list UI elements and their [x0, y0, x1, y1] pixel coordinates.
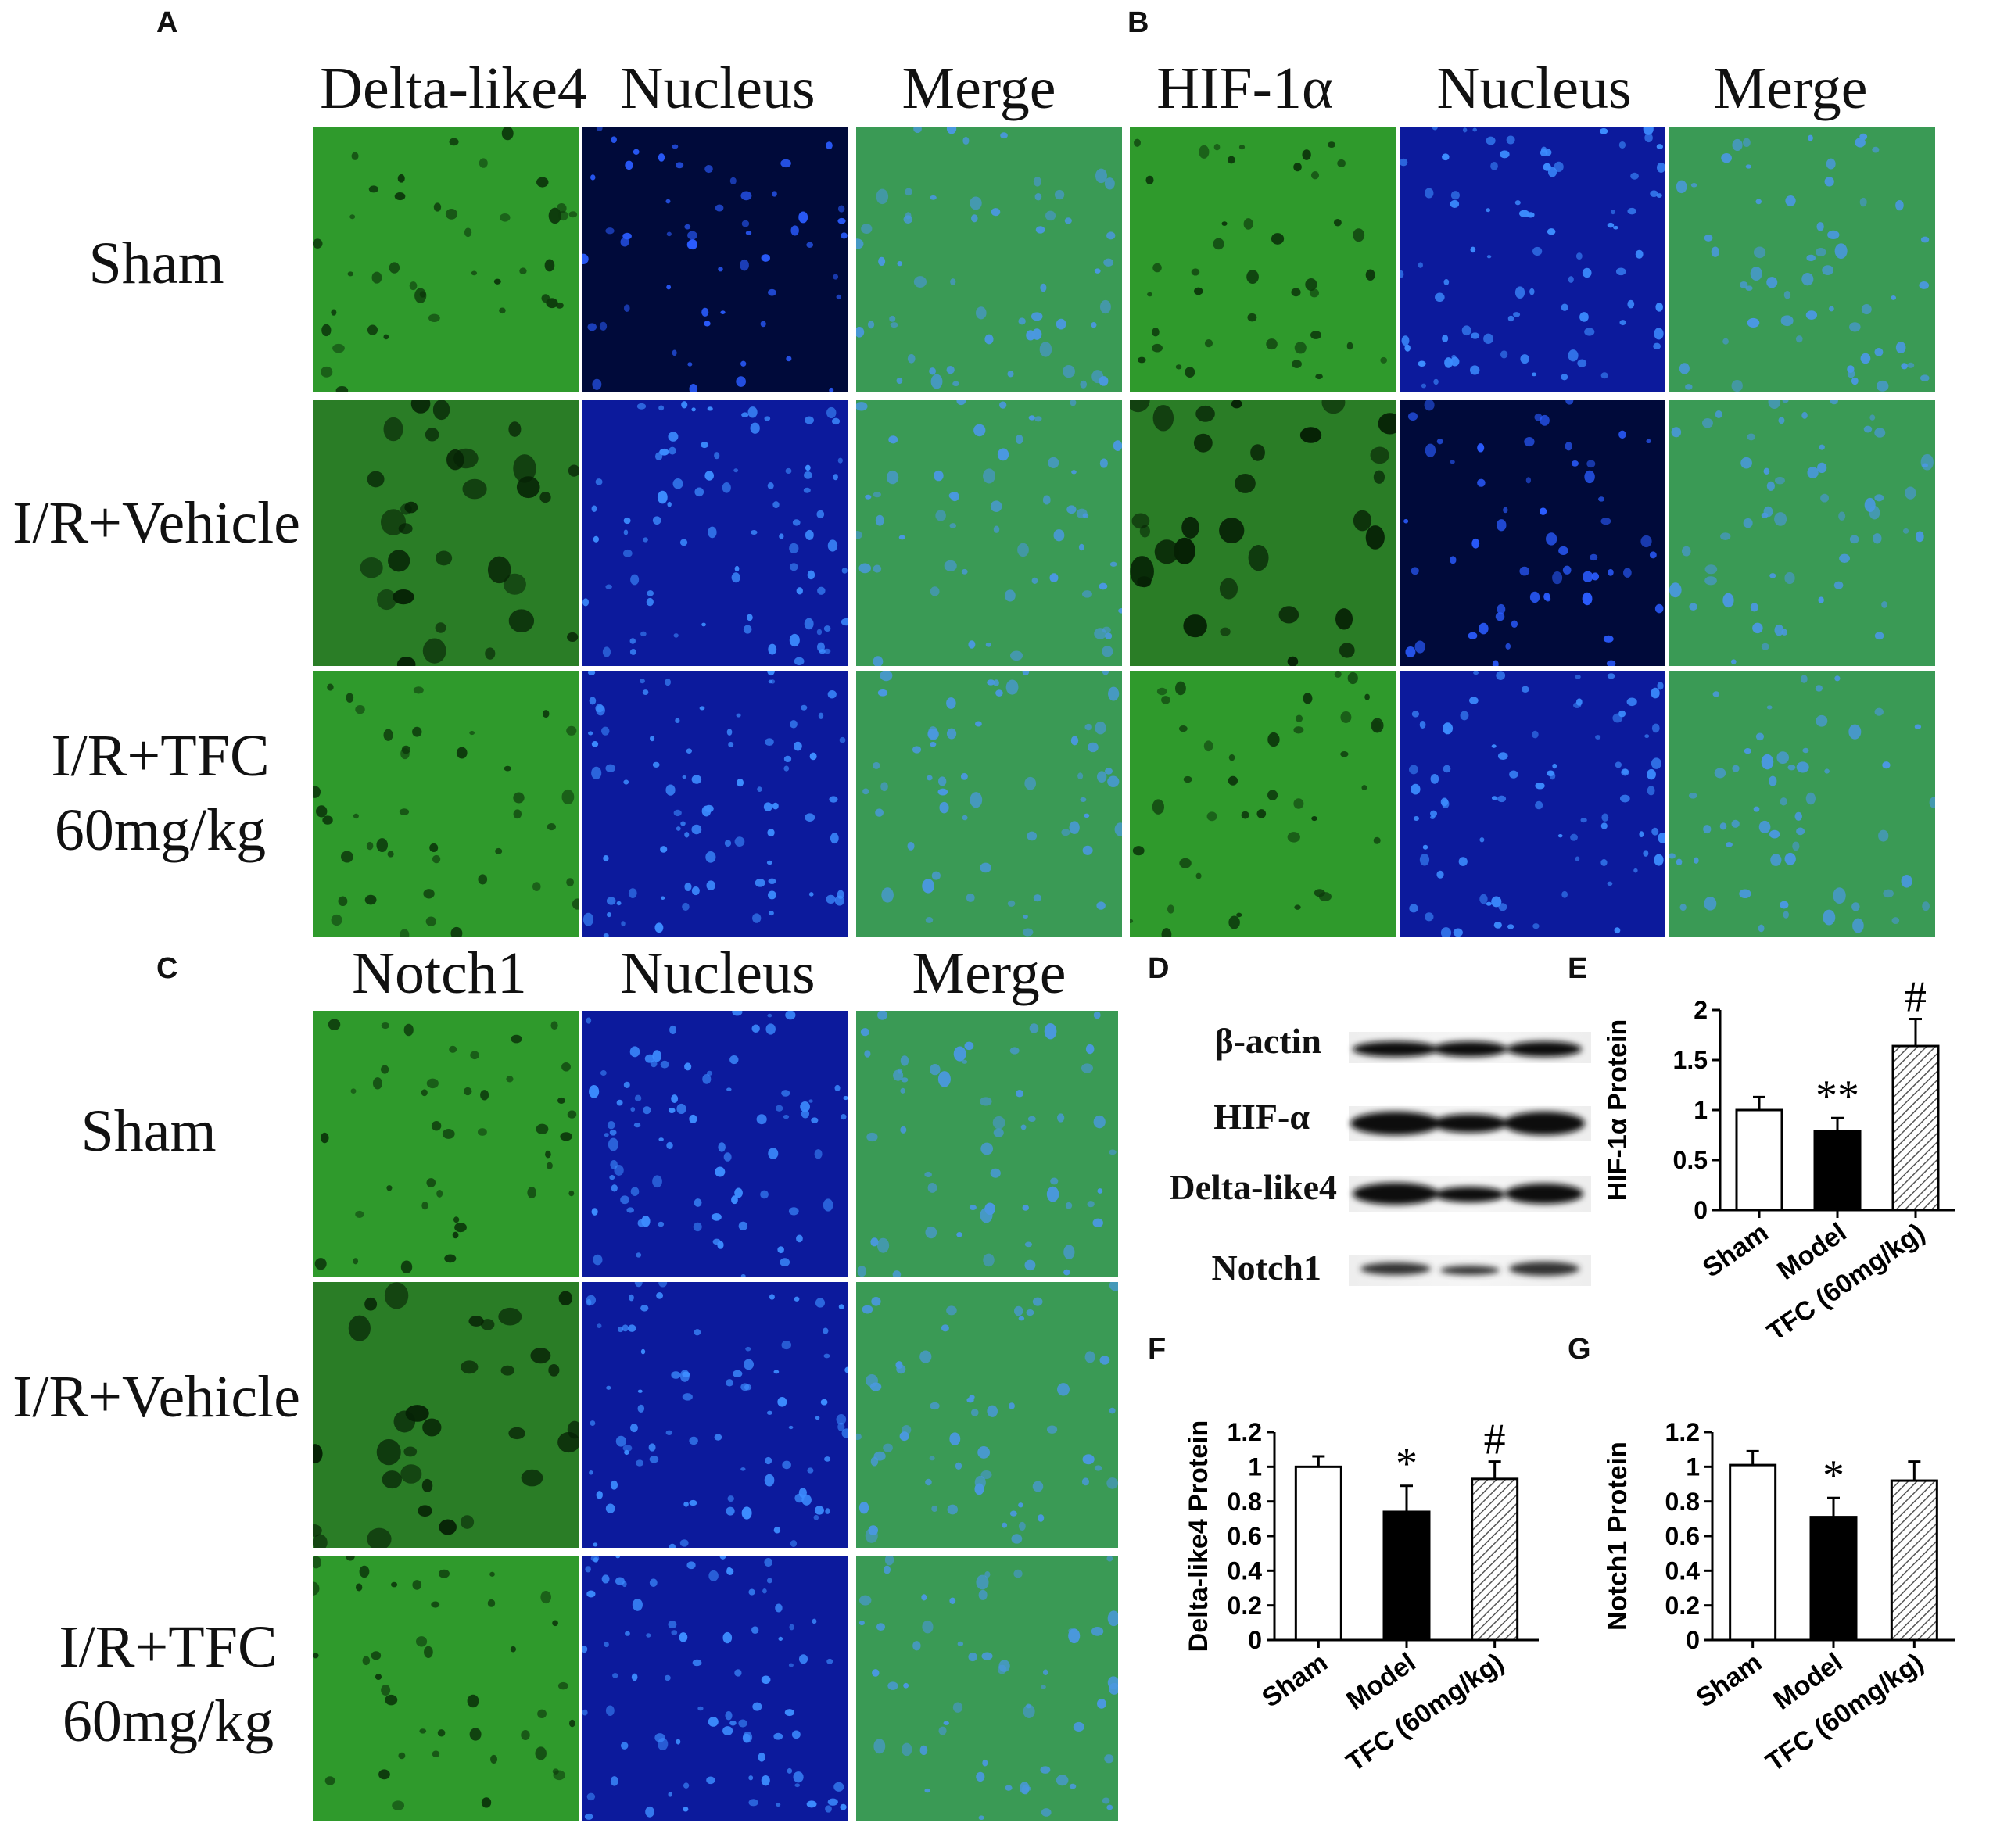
micrograph-a-r2-c1 — [313, 400, 579, 666]
micrograph-b-r2-c1 — [1130, 400, 1396, 666]
panel-c-header-notch1: Notch1 — [352, 940, 527, 1006]
significance-marker: # — [1905, 973, 1927, 1022]
micrograph-a-r1-c2 — [582, 127, 848, 392]
bar-sham — [1735, 1108, 1783, 1212]
y-tick-label: 0.6 — [1665, 1522, 1700, 1550]
western-blot-image — [1345, 1016, 1595, 1298]
x-category-label: Sham — [1697, 1217, 1774, 1283]
significance-marker: * — [1823, 1452, 1844, 1500]
panel-c-row-sham: Sham — [81, 1098, 217, 1164]
panel-a-header-nucleus: Nucleus — [620, 56, 815, 121]
micrograph-c-r2-c1 — [313, 1282, 579, 1548]
y-tick-label: 0.8 — [1228, 1488, 1262, 1516]
x-category-label: Sham — [1256, 1647, 1333, 1713]
blot-label-delta-like4: Delta-like4 — [1169, 1167, 1337, 1207]
y-tick-label: 1 — [1686, 1453, 1700, 1481]
y-tick-label: 0 — [1248, 1626, 1262, 1654]
significance-marker: ** — [1816, 1072, 1859, 1120]
y-tick-label: 2 — [1694, 996, 1708, 1024]
micrograph-c-r1-c2 — [582, 1011, 848, 1277]
y-tick-label: 0.6 — [1228, 1522, 1262, 1550]
panel-b-header-merge: Merge — [1713, 56, 1868, 121]
panel-letter-b: B — [1127, 6, 1149, 39]
panel-a-row-sham: Sham — [88, 231, 224, 296]
panel-letter-c: C — [156, 952, 178, 985]
micrograph-c-r2-c3 — [856, 1282, 1118, 1548]
y-tick-label: 1.2 — [1228, 1418, 1262, 1446]
y-tick-label: 0.2 — [1228, 1592, 1262, 1620]
micrograph-b-r1-c3 — [1669, 127, 1935, 392]
bar-tfc-60mg-kg — [1471, 1477, 1519, 1642]
chart-f-delta-like4: 0 0.2 0.4 0.6 0.8 1 1.2 Delta-like4 Protein Sham… — [1184, 1416, 1539, 1778]
x-category-label: TFC (60mg/kg) — [1341, 1647, 1509, 1778]
micrograph-a-r3-c2 — [582, 671, 848, 937]
y-tick-label: 1.5 — [1673, 1046, 1708, 1074]
micrograph-b-r3-c3 — [1669, 671, 1935, 937]
bar-sham — [1729, 1463, 1777, 1642]
bar-sham — [1294, 1465, 1342, 1642]
micrograph-c-r3-c1 — [313, 1556, 579, 1821]
y-axis-label: Delta-like4 Protein — [1184, 1420, 1213, 1653]
significance-marker: # — [1484, 1416, 1506, 1464]
panel-letter-d: D — [1148, 952, 1170, 985]
y-tick-label: 0 — [1694, 1196, 1708, 1224]
y-tick-label: 0.2 — [1665, 1592, 1700, 1620]
micrograph-c-r1-c3 — [856, 1011, 1118, 1277]
micrograph-a-r3-c3 — [856, 671, 1122, 937]
micrograph-b-r1-c2 — [1400, 127, 1665, 392]
x-category-label: Sham — [1691, 1647, 1768, 1713]
micrograph-c-r3-c3 — [856, 1556, 1118, 1821]
micrograph-c-r3-c2 — [582, 1556, 848, 1821]
significance-marker: * — [1396, 1440, 1418, 1488]
micrograph-b-r2-c2 — [1400, 400, 1665, 666]
micrograph-a-r3-c1 — [313, 671, 579, 937]
micrograph-c-r1-c1 — [313, 1011, 579, 1277]
panel-letter-g: G — [1568, 1333, 1591, 1366]
blot-label-notch1: Notch1 — [1211, 1248, 1321, 1288]
panel-b-header-hif1a: HIF-1α — [1156, 56, 1333, 121]
panel-letter-e: E — [1568, 952, 1588, 985]
y-tick-label: 0.4 — [1228, 1557, 1263, 1585]
y-tick-label: 1 — [1694, 1096, 1708, 1124]
y-tick-label: 0.4 — [1665, 1557, 1701, 1585]
y-axis-label: Notch1 Protein — [1603, 1442, 1633, 1631]
panel-a-row-vehicle: I/R+Vehicle — [13, 490, 300, 556]
micrograph-b-r3-c1 — [1130, 671, 1396, 937]
panel-c-row-vehicle: I/R+Vehicle — [13, 1364, 300, 1430]
panel-a-header-merge: Merge — [902, 56, 1056, 121]
micrograph-a-r2-c3 — [856, 400, 1122, 666]
bar-model — [1382, 1510, 1431, 1642]
micrograph-a-r1-c3 — [856, 127, 1122, 392]
y-tick-label: 1.2 — [1665, 1418, 1700, 1446]
panel-c-header-merge: Merge — [912, 940, 1066, 1006]
panel-c-row-tfc: I/R+TFC 60mg/kg — [59, 1614, 278, 1754]
y-tick-label: 0 — [1686, 1626, 1700, 1654]
y-tick-label: 1 — [1248, 1453, 1262, 1481]
blot-label-beta-actin: β-actin — [1214, 1021, 1321, 1061]
y-axis-label: HIF-1α Protein — [1603, 1019, 1633, 1201]
panel-a-row-tfc: I/R+TFC 60mg/kg — [51, 723, 270, 863]
panel-letter-f: F — [1148, 1333, 1167, 1366]
micrograph-a-r2-c2 — [582, 400, 848, 666]
bar-model — [1809, 1516, 1858, 1642]
panel-b-header-nucleus: Nucleus — [1436, 56, 1632, 121]
micrograph-b-r2-c3 — [1669, 400, 1935, 666]
panel-a-header-delta-like4: Delta-like4 — [320, 56, 587, 121]
panel-c-header-nucleus: Nucleus — [620, 940, 815, 1006]
bar-tfc-60mg-kg — [1891, 1044, 1940, 1212]
bar-tfc-60mg-kg — [1890, 1479, 1938, 1642]
blot-label-hif: HIF-α — [1213, 1097, 1310, 1137]
micrograph-b-r3-c2 — [1400, 671, 1665, 937]
panel-letter-a: A — [156, 6, 178, 39]
y-tick-label: 0.8 — [1665, 1488, 1700, 1516]
micrograph-b-r1-c1 — [1130, 127, 1396, 392]
micrograph-c-r2-c2 — [582, 1282, 848, 1548]
bar-model — [1813, 1130, 1862, 1212]
micrograph-a-r1-c1 — [313, 127, 579, 392]
y-tick-label: 0.5 — [1673, 1146, 1708, 1174]
